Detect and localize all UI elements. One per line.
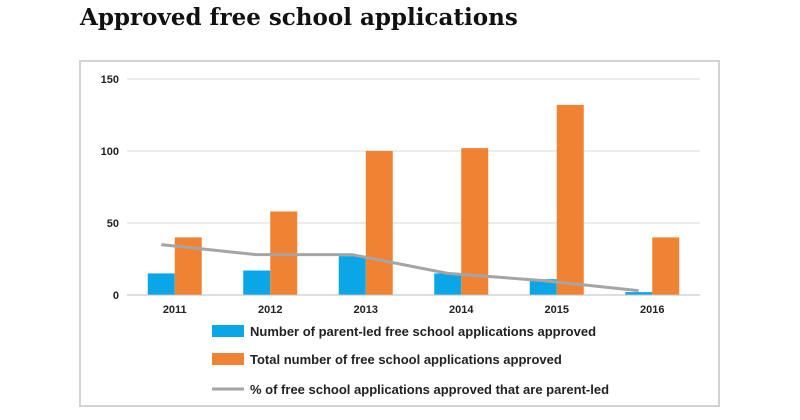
legend-item: Number of parent-led free school applica… (212, 324, 596, 339)
chart-frame (79, 60, 720, 407)
bar-parent-led-2016 (625, 292, 653, 295)
legend-item: Total number of free school applications… (212, 352, 562, 367)
legend-label: Total number of free school applications… (250, 352, 562, 367)
bars (127, 104, 700, 296)
y-tick-label: 150 (101, 74, 119, 86)
y-tick-label: 0 (113, 290, 119, 302)
bar-parent-led-2014 (434, 273, 462, 295)
chart-title: Approved free school applications (80, 4, 518, 31)
legend-label: % of free school applications approved t… (250, 382, 609, 397)
bar-total-2016 (652, 237, 680, 295)
legend-item: % of free school applications approved t… (212, 382, 609, 397)
x-tick-label: 2013 (354, 304, 378, 316)
gridlines (127, 78, 700, 296)
bar-parent-led-2013 (338, 256, 366, 295)
legend-label: Number of parent-led free school applica… (250, 324, 596, 339)
bar-parent-led-2012 (243, 270, 271, 295)
legend: Number of parent-led free school applica… (212, 324, 609, 397)
x-axis-ticks: 2011 2012 2013 2014 2015 2016 (163, 304, 665, 316)
y-tick-label: 50 (107, 218, 119, 230)
x-tick-label: 2012 (258, 304, 282, 316)
y-axis-ticks: 0 50 100 150 (101, 74, 119, 302)
bar-parent-led-2015 (529, 279, 557, 295)
x-tick-label: 2016 (640, 304, 664, 316)
legend-swatch-total (212, 353, 244, 365)
bar-total-2015 (556, 104, 584, 295)
percent-parent-led-line (161, 243, 639, 293)
legend-swatch-parent-led (212, 325, 244, 337)
x-tick-label: 2015 (545, 304, 569, 316)
x-tick-label: 2011 (163, 304, 187, 316)
x-tick-label: 2014 (449, 304, 474, 316)
y-tick-label: 100 (101, 146, 119, 158)
bar-total-2013 (365, 151, 393, 295)
percent-line-group (161, 243, 639, 293)
bar-total-2014 (461, 148, 489, 295)
bar-parent-led-2011 (147, 273, 175, 295)
